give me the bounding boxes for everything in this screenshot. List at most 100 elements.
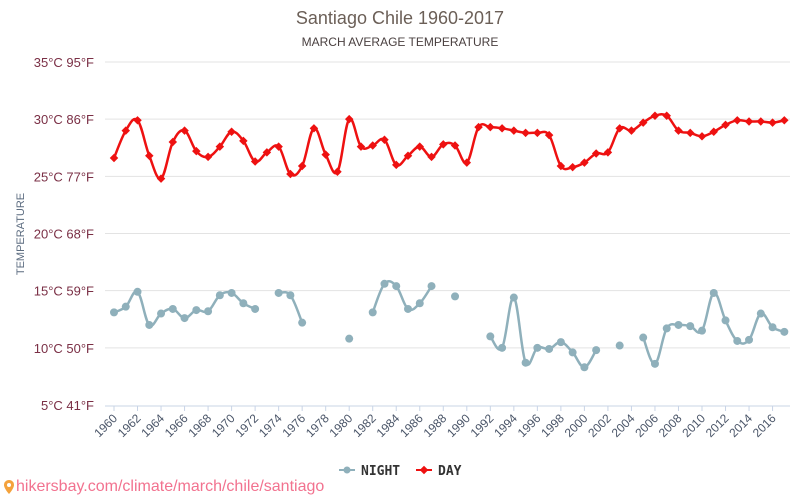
data-point-night-1976[interactable] [298, 318, 307, 327]
data-point-day-1970[interactable] [227, 127, 236, 136]
data-point-day-1965[interactable] [168, 137, 178, 147]
data-point-day-1968[interactable] [203, 152, 213, 162]
data-point-night-1974[interactable] [274, 288, 283, 297]
data-point-day-2014[interactable] [744, 117, 754, 126]
data-point-day-2013[interactable] [733, 116, 742, 125]
data-point-day-1973[interactable] [262, 148, 272, 157]
data-point-night-1993[interactable] [498, 343, 507, 352]
data-point-night-1994[interactable] [509, 293, 518, 302]
data-point-day-1974[interactable] [274, 142, 283, 151]
data-point-day-1993[interactable] [497, 124, 507, 133]
data-point-night-2005[interactable] [639, 333, 648, 342]
data-point-night-2010[interactable] [698, 326, 706, 335]
data-point-night-1969[interactable] [215, 291, 224, 300]
data-point-day-1995[interactable] [521, 128, 530, 138]
data-point-night-1985[interactable] [404, 304, 412, 313]
data-point-night-2006[interactable] [650, 359, 659, 368]
data-point-day-1966[interactable] [180, 126, 189, 135]
data-point-day-1981[interactable] [356, 142, 366, 151]
data-point-night-1970[interactable] [227, 288, 236, 297]
data-point-day-1969[interactable] [215, 142, 225, 151]
data-point-day-1992[interactable] [486, 122, 495, 132]
y-tick-label: 5°C 41°F [41, 398, 94, 413]
data-point-night-2011[interactable] [709, 288, 718, 297]
data-point-night-2008[interactable] [674, 320, 683, 329]
data-point-night-1984[interactable] [392, 282, 401, 291]
data-point-night-1965[interactable] [168, 304, 177, 313]
data-point-night-1996[interactable] [533, 343, 542, 352]
data-point-day-1964[interactable] [156, 174, 166, 183]
data-point-night-1986[interactable] [415, 299, 424, 308]
series-line-day [112, 112, 785, 181]
legend-item-day[interactable]: DAY [416, 464, 462, 479]
data-point-night-2007[interactable] [662, 324, 671, 333]
data-point-day-1979[interactable] [333, 167, 342, 177]
data-point-night-1960[interactable] [110, 308, 118, 317]
data-point-day-1962[interactable] [133, 116, 142, 125]
data-point-day-1988[interactable] [439, 140, 448, 149]
data-point-day-1999[interactable] [568, 162, 577, 172]
data-point-day-1961[interactable] [121, 126, 131, 135]
data-point-night-1987[interactable] [427, 282, 436, 291]
data-point-night-1962[interactable] [133, 287, 142, 296]
data-point-day-2004[interactable] [627, 126, 636, 135]
data-point-night-1989[interactable] [451, 292, 460, 301]
data-point-night-2012[interactable] [721, 316, 730, 325]
data-point-night-1995[interactable] [521, 358, 530, 367]
x-tick-label: 1994 [491, 411, 520, 440]
data-point-night-2009[interactable] [686, 322, 695, 331]
data-point-day-1976[interactable] [297, 161, 307, 171]
data-point-night-2016[interactable] [768, 323, 777, 332]
data-point-night-1997[interactable] [545, 344, 554, 353]
data-point-day-1994[interactable] [509, 126, 519, 135]
legend-day-marker-icon [419, 465, 429, 475]
data-point-night-1968[interactable] [204, 307, 213, 316]
data-point-day-1978[interactable] [321, 150, 330, 159]
data-point-day-2010[interactable] [697, 132, 707, 141]
data-point-night-1975[interactable] [286, 291, 295, 300]
data-point-night-2000[interactable] [580, 363, 589, 372]
data-point-day-1984[interactable] [391, 160, 401, 170]
data-point-day-2015[interactable] [756, 117, 766, 126]
data-point-night-2003[interactable] [615, 341, 624, 350]
data-point-night-2014[interactable] [745, 335, 754, 344]
data-point-night-1964[interactable] [157, 309, 166, 318]
data-point-night-1972[interactable] [251, 304, 260, 313]
data-point-night-1963[interactable] [145, 320, 154, 329]
data-point-night-1966[interactable] [180, 314, 189, 323]
data-point-night-2013[interactable] [733, 336, 742, 345]
data-point-day-1996[interactable] [533, 128, 542, 138]
source-link[interactable]: hikersbay.com/climate/march/chile/santia… [4, 478, 324, 496]
data-point-night-1999[interactable] [568, 348, 577, 357]
data-point-day-1971[interactable] [239, 136, 248, 146]
data-point-night-1967[interactable] [192, 306, 201, 315]
data-point-day-1991[interactable] [474, 122, 483, 132]
data-point-night-1992[interactable] [486, 332, 495, 341]
data-point-night-1998[interactable] [556, 338, 565, 347]
data-point-day-1987[interactable] [427, 152, 436, 162]
data-point-day-1990[interactable] [462, 158, 472, 167]
data-point-day-1982[interactable] [368, 141, 377, 150]
series-line-night [489, 296, 598, 369]
data-point-night-2015[interactable] [756, 309, 765, 318]
data-point-night-1971[interactable] [239, 299, 248, 308]
data-point-day-1960[interactable] [109, 153, 119, 163]
data-point-night-2017[interactable] [780, 327, 789, 336]
data-point-night-1983[interactable] [380, 279, 389, 288]
data-point-night-1982[interactable] [368, 308, 377, 317]
data-point-day-1967[interactable] [192, 146, 201, 156]
data-point-night-1961[interactable] [121, 302, 130, 311]
data-point-day-1980[interactable] [344, 114, 354, 124]
data-point-night-2001[interactable] [592, 346, 601, 355]
data-point-day-1986[interactable] [415, 142, 425, 151]
data-point-day-1963[interactable] [145, 151, 154, 160]
legend-item-night[interactable]: NIGHT [339, 464, 400, 479]
data-point-day-1985[interactable] [403, 151, 413, 160]
data-point-day-1983[interactable] [380, 135, 389, 144]
data-point-day-1975[interactable] [286, 169, 295, 179]
data-point-day-2017[interactable] [780, 116, 789, 125]
data-point-day-1972[interactable] [250, 157, 260, 166]
data-point-day-2009[interactable] [685, 128, 695, 138]
data-point-day-1989[interactable] [450, 141, 460, 150]
data-point-night-1980[interactable] [345, 334, 354, 343]
